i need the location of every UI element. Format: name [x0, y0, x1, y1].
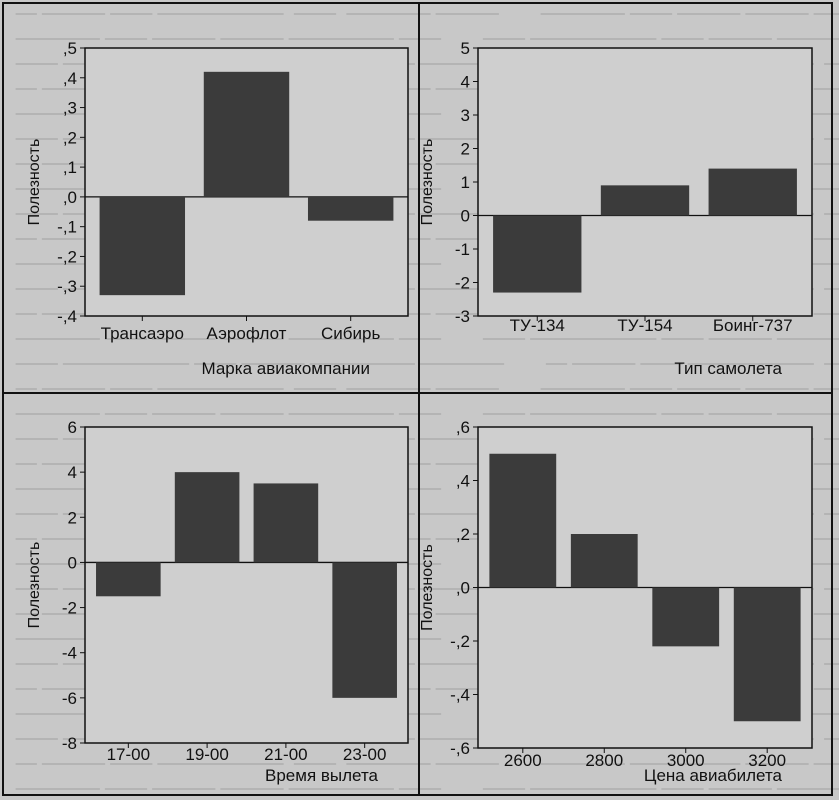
bar: [493, 215, 582, 293]
y-tick-label: 4: [68, 463, 77, 482]
x-axis-label: Тип самолета: [674, 359, 782, 378]
y-tick-label: ,5: [63, 39, 77, 58]
y-tick-label: -3: [455, 307, 470, 326]
y-tick-label: -,3: [57, 277, 77, 296]
y-tick-label: 4: [461, 73, 470, 92]
x-tick-label: 3000: [667, 751, 705, 770]
y-tick-label: -,4: [450, 686, 470, 705]
y-tick-label: -,2: [450, 632, 470, 651]
y-tick-label: ,1: [63, 158, 77, 177]
y-tick-label: -6: [62, 689, 77, 708]
y-tick-label: ,2: [63, 128, 77, 147]
y-tick-label: ,0: [63, 188, 77, 207]
y-tick-label: -,1: [57, 218, 77, 237]
y-tick-label: -4: [62, 644, 77, 663]
y-tick-label: ,0: [456, 579, 470, 598]
x-tick-label: ТУ-134: [510, 316, 565, 335]
y-tick-label: -8: [62, 734, 77, 753]
x-axis-label: Время вылета: [265, 766, 379, 785]
bar: [733, 587, 801, 722]
x-axis-label: Цена авиабилета: [644, 766, 783, 785]
x-tick-label: 21-00: [264, 745, 307, 764]
bar: [307, 196, 394, 221]
y-tick-label: 3: [461, 106, 470, 125]
y-axis-label: Полезность: [419, 139, 436, 226]
x-tick-label: Трансаэро: [101, 324, 184, 343]
y-tick-label: ,3: [63, 99, 77, 118]
y-tick-label: ,2: [456, 525, 470, 544]
horizontal-divider: [2, 392, 833, 394]
x-axis-label: Марка авиакомпании: [202, 359, 371, 378]
y-tick-label: -1: [455, 240, 470, 259]
y-axis-label: Полезность: [26, 139, 43, 226]
x-tick-label: Боинг-737: [713, 316, 793, 335]
x-tick-label: 2800: [585, 751, 623, 770]
bar: [332, 562, 397, 698]
y-tick-label: 6: [68, 418, 77, 437]
y-tick-label: ,6: [456, 418, 470, 437]
y-tick-label: ,4: [456, 472, 470, 491]
x-tick-label: 19-00: [185, 745, 228, 764]
x-tick-label: 3200: [748, 751, 786, 770]
bar: [174, 472, 240, 563]
y-tick-label: 2: [68, 508, 77, 527]
x-tick-label: Сибирь: [321, 324, 380, 343]
x-tick-label: Аэрофлот: [207, 324, 287, 343]
y-axis-label: Полезность: [26, 542, 43, 629]
y-tick-label: -,2: [57, 247, 77, 266]
y-tick-label: 2: [461, 140, 470, 159]
y-tick-label: -,4: [57, 307, 77, 326]
y-tick-label: 1: [461, 173, 470, 192]
bar: [570, 534, 638, 588]
bar: [96, 562, 161, 597]
y-tick-label: ,4: [63, 69, 77, 88]
y-tick-label: -,6: [450, 739, 470, 758]
bar: [203, 71, 290, 197]
bar: [652, 587, 720, 647]
bar: [489, 453, 557, 588]
vertical-divider: [418, 2, 420, 796]
y-tick-label: -2: [455, 274, 470, 293]
bar: [708, 168, 797, 216]
bar: [600, 185, 690, 216]
y-tick-label: 0: [68, 553, 77, 572]
x-tick-label: ТУ-154: [617, 316, 672, 335]
y-tick-label: 5: [461, 39, 470, 58]
x-tick-label: 2600: [504, 751, 542, 770]
bar: [99, 196, 186, 296]
y-tick-label: 0: [461, 207, 470, 226]
bar: [253, 483, 319, 563]
x-tick-label: 23-00: [343, 745, 386, 764]
y-tick-label: -2: [62, 599, 77, 618]
y-axis-label: Полезность: [419, 544, 436, 631]
x-tick-label: 17-00: [107, 745, 150, 764]
